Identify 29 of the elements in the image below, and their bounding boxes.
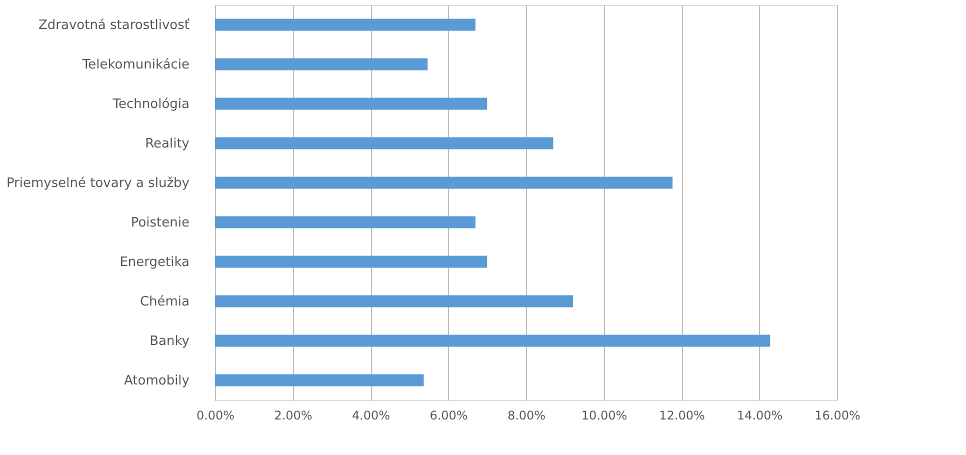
x-tick-label: 6.00% (430, 408, 468, 422)
bar (215, 176, 673, 189)
bar (215, 18, 476, 31)
bar (215, 137, 554, 150)
bar (215, 58, 428, 70)
bar (215, 334, 770, 347)
y-tick-label: Technológia (112, 96, 190, 112)
x-tick-label: 12.00% (659, 408, 705, 422)
bar (215, 295, 574, 308)
y-tick-label: Telekomunikácie (81, 57, 190, 72)
x-tick-label: 16.00% (814, 408, 860, 422)
bar (215, 216, 476, 228)
y-tick-label: Zdravotná starostlivosť (38, 18, 190, 33)
x-tick-label: 14.00% (736, 408, 783, 422)
y-tick-label: Reality (145, 136, 190, 152)
x-tick-label: 8.00% (507, 408, 546, 422)
x-tick-label: 0.00% (196, 408, 235, 422)
y-tick-label: Atomobily (124, 373, 190, 388)
x-tick-label: 4.00% (352, 408, 390, 422)
y-tick-label: Priemyselné tovary a služby (6, 176, 190, 191)
bar (215, 256, 488, 268)
bar (215, 98, 488, 110)
y-tick-label: Chémia (140, 294, 190, 310)
y-tick-label: Energetika (120, 254, 190, 270)
y-tick-label: Banky (150, 334, 190, 349)
x-tick-label: 10.00% (581, 408, 628, 422)
bar (215, 374, 424, 386)
x-tick-label: 2.00% (274, 408, 312, 422)
y-tick-label: Poistenie (130, 215, 190, 230)
